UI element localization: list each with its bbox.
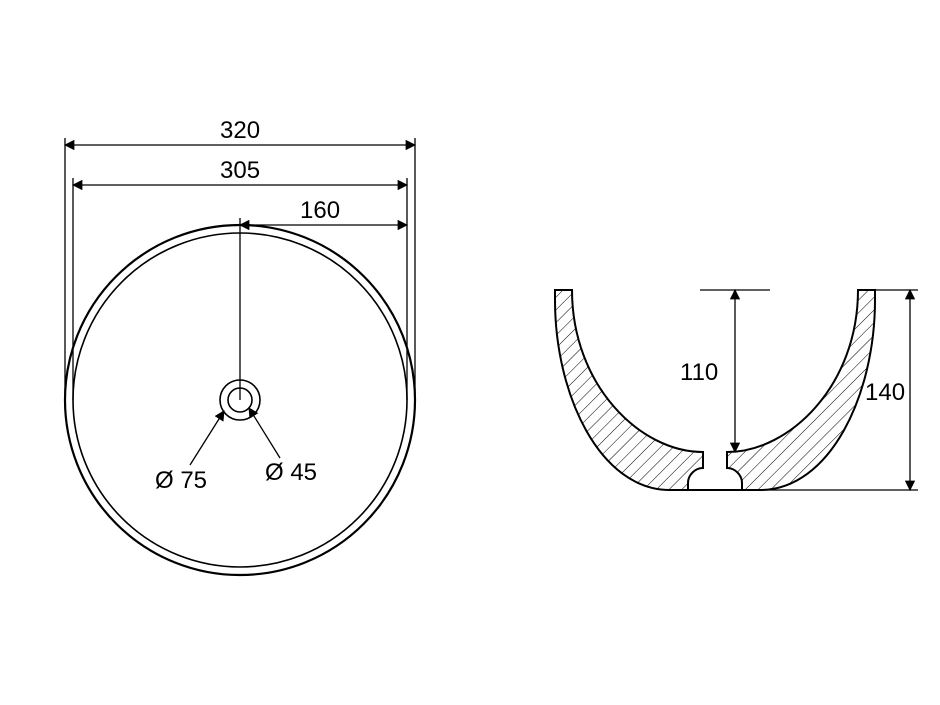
leader-45	[249, 408, 280, 458]
section-hatch	[555, 290, 875, 490]
dim-label-140: 140	[865, 379, 905, 406]
dim-label-110: 110	[680, 359, 718, 386]
dim-label-320: 320	[220, 117, 260, 144]
dim-label-d45: Ø 45	[265, 459, 317, 486]
technical-drawing: 320 305 160 Ø 75 Ø 45 110	[0, 0, 940, 705]
dim-label-d75: Ø 75	[155, 467, 207, 494]
leader-75	[190, 411, 224, 465]
dim-label-160: 160	[300, 197, 340, 224]
plan-view: 320 305 160 Ø 75 Ø 45	[65, 117, 415, 575]
dim-label-305: 305	[220, 157, 260, 184]
section-view: 110 140	[555, 290, 918, 490]
